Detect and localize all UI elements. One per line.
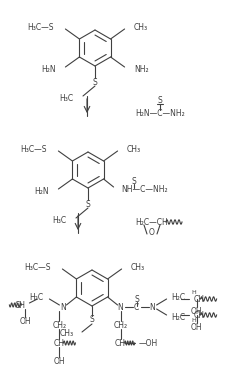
Text: —OH: —OH (138, 338, 158, 347)
Text: OH: OH (20, 317, 31, 326)
Text: H: H (191, 291, 196, 296)
Text: CH₃: CH₃ (60, 329, 74, 338)
Text: S: S (134, 294, 139, 303)
Text: CH: CH (194, 294, 204, 303)
Text: H₃C—S: H₃C—S (20, 144, 46, 154)
Text: S: S (131, 177, 136, 186)
Text: CH₃: CH₃ (130, 263, 145, 272)
Text: OH: OH (191, 307, 202, 315)
Text: N: N (60, 303, 66, 312)
Text: N: N (118, 303, 124, 312)
Text: S: S (86, 200, 90, 209)
Text: H₂C: H₂C (172, 293, 186, 301)
Text: O: O (149, 228, 155, 237)
Text: NH₂: NH₂ (134, 65, 149, 74)
Text: CH: CH (115, 338, 126, 347)
Text: H₃C—S: H₃C—S (27, 23, 54, 32)
Text: H₂N—C—NH₂: H₂N—C—NH₂ (135, 109, 185, 117)
Text: CH: CH (194, 310, 204, 319)
Text: CH₂: CH₂ (114, 321, 128, 329)
Text: S: S (158, 96, 162, 105)
Text: CH: CH (54, 338, 65, 347)
Text: NH—C—NH₂: NH—C—NH₂ (122, 184, 168, 193)
Text: H₃C: H₃C (52, 216, 66, 224)
Text: H₂C: H₂C (172, 312, 186, 321)
Text: H₂N: H₂N (41, 65, 56, 74)
Text: H: H (191, 319, 196, 324)
Text: H₃C: H₃C (59, 93, 73, 102)
Text: OH: OH (191, 322, 202, 331)
Text: C: C (134, 303, 139, 312)
Text: CH₃: CH₃ (134, 23, 148, 32)
Text: S: S (90, 315, 94, 324)
Text: S: S (92, 77, 98, 86)
Text: H₂N: H₂N (34, 186, 48, 196)
Text: N: N (150, 303, 156, 312)
Text: CH₃: CH₃ (126, 144, 141, 154)
Text: CH: CH (14, 300, 26, 310)
Text: H₂C—CH: H₂C—CH (136, 217, 168, 226)
Text: CH₂: CH₂ (52, 321, 66, 329)
Text: OH: OH (54, 356, 65, 366)
Text: H₂C: H₂C (29, 293, 43, 301)
Text: H₃C—S: H₃C—S (24, 263, 50, 272)
